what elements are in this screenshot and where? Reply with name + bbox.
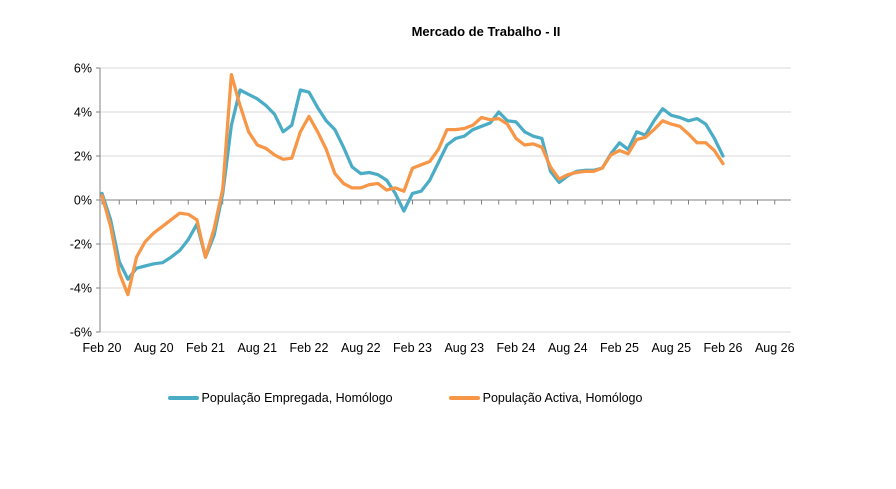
legend-item-populacao-empregada: População Empregada, Homólogo: [167, 391, 393, 405]
x-tick-label: Feb 21: [186, 341, 225, 355]
x-tick-label: Aug 21: [237, 341, 277, 355]
legend-swatch-empregada-icon: [167, 396, 199, 400]
y-tick-label: 0%: [74, 194, 92, 208]
legend: População Empregada, Homólogo População …: [0, 389, 810, 407]
x-tick-label: Feb 24: [497, 341, 536, 355]
x-tick-label: Aug 25: [651, 341, 691, 355]
x-tick-label: Aug 22: [341, 341, 381, 355]
series-line-populacao-empregada: [100, 88, 725, 281]
y-tick-label: 4%: [74, 106, 92, 120]
series-line-populacao-activa: [100, 72, 725, 297]
legend-label: População Empregada, Homólogo: [201, 391, 393, 405]
chart-title: Mercado de Trabalho - II: [411, 24, 561, 39]
x-tick-label: Aug 26: [755, 341, 795, 355]
x-tick-label: Feb 20: [83, 341, 122, 355]
legend-label: População Activa, Homólogo: [482, 391, 643, 405]
y-tick-label: -4%: [70, 282, 92, 296]
x-tick-label: Feb 23: [393, 341, 432, 355]
y-tick-label: -6%: [70, 326, 92, 340]
x-tick-label: Feb 22: [290, 341, 329, 355]
y-tick-label: -2%: [70, 238, 92, 252]
y-tick-label: 2%: [74, 150, 92, 164]
x-tick-label: Feb 25: [600, 341, 639, 355]
x-tick-label: Aug 20: [134, 341, 174, 355]
x-tick-label: Aug 24: [548, 341, 588, 355]
x-tick-label: Feb 26: [704, 341, 743, 355]
x-tick-label: Aug 23: [444, 341, 484, 355]
y-tick-label: 6%: [74, 62, 92, 76]
legend-item-populacao-activa: População Activa, Homólogo: [448, 391, 643, 405]
legend-swatch-activa-icon: [448, 396, 480, 400]
